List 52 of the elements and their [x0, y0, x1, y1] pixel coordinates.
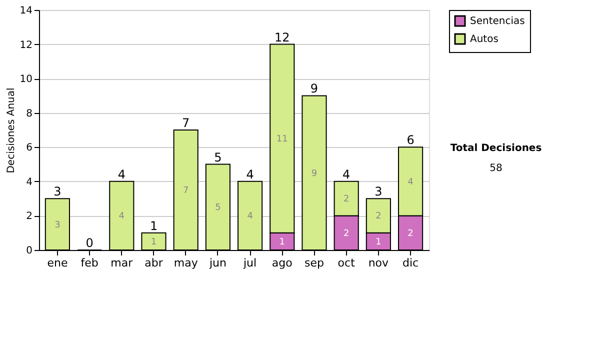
data-label: 1 — [376, 237, 382, 248]
total-label: 3 — [374, 184, 382, 199]
data-label: 4 — [247, 212, 254, 222]
total-label: 0 — [86, 236, 94, 250]
x-tick-label: may — [174, 256, 198, 270]
total-label: 6 — [406, 133, 414, 148]
x-tick-label: ago — [272, 256, 293, 270]
total-label: 4 — [246, 167, 254, 182]
data-label: 2 — [376, 212, 382, 222]
data-label: 11 — [276, 134, 288, 145]
total-label: 1 — [150, 218, 158, 233]
y-tick-label: 0 — [26, 246, 32, 256]
data-label: 4 — [408, 177, 414, 188]
total-label: 3 — [54, 184, 62, 199]
x-tick-label: ene — [47, 256, 68, 270]
y-axis-title: Decisiones Anual — [6, 88, 17, 174]
x-tick-label: nov — [368, 256, 390, 270]
x-tick-label: feb — [80, 256, 98, 270]
x-tick-label: dic — [402, 256, 419, 270]
data-label: 2 — [408, 228, 414, 239]
total-label: 4 — [118, 167, 126, 182]
data-label: 2 — [343, 228, 350, 239]
x-tick-label: mar — [110, 256, 134, 270]
total-label: 7 — [182, 116, 190, 130]
text: Total Decisiones — [450, 143, 542, 154]
x-tick-label: jun — [208, 256, 226, 270]
x-tick-label: oct — [338, 256, 356, 270]
data-label: 7 — [182, 186, 189, 196]
y-tick-label: 2 — [26, 211, 32, 222]
total-label: 12 — [274, 30, 290, 44]
total-label: 9 — [310, 82, 318, 96]
data-label: 5 — [215, 203, 221, 214]
data-label: 1 — [279, 237, 286, 248]
data-label: 9 — [311, 168, 318, 179]
y-tick-label: 12 — [20, 40, 32, 51]
total-label: 4 — [342, 167, 350, 182]
y-tick-label: 14 — [20, 6, 32, 16]
data-label: 3 — [54, 220, 60, 230]
legend-label: Sentencias — [470, 16, 525, 27]
text: 58 — [490, 163, 502, 174]
data-label: 4 — [118, 212, 125, 222]
y-tick-label: 4 — [26, 176, 32, 188]
x-tick-label: abr — [144, 256, 164, 270]
data-label: 1 — [150, 237, 157, 248]
data-label: 2 — [343, 194, 350, 205]
x-tick-label: sep — [304, 256, 324, 270]
x-tick-label: jul — [242, 256, 257, 270]
y-tick-label: 6 — [26, 142, 32, 154]
y-tick-label: 8 — [26, 108, 32, 120]
y-tick-label: 10 — [20, 74, 32, 86]
legend-label: Autos — [470, 34, 498, 45]
total-label: 5 — [214, 150, 222, 164]
